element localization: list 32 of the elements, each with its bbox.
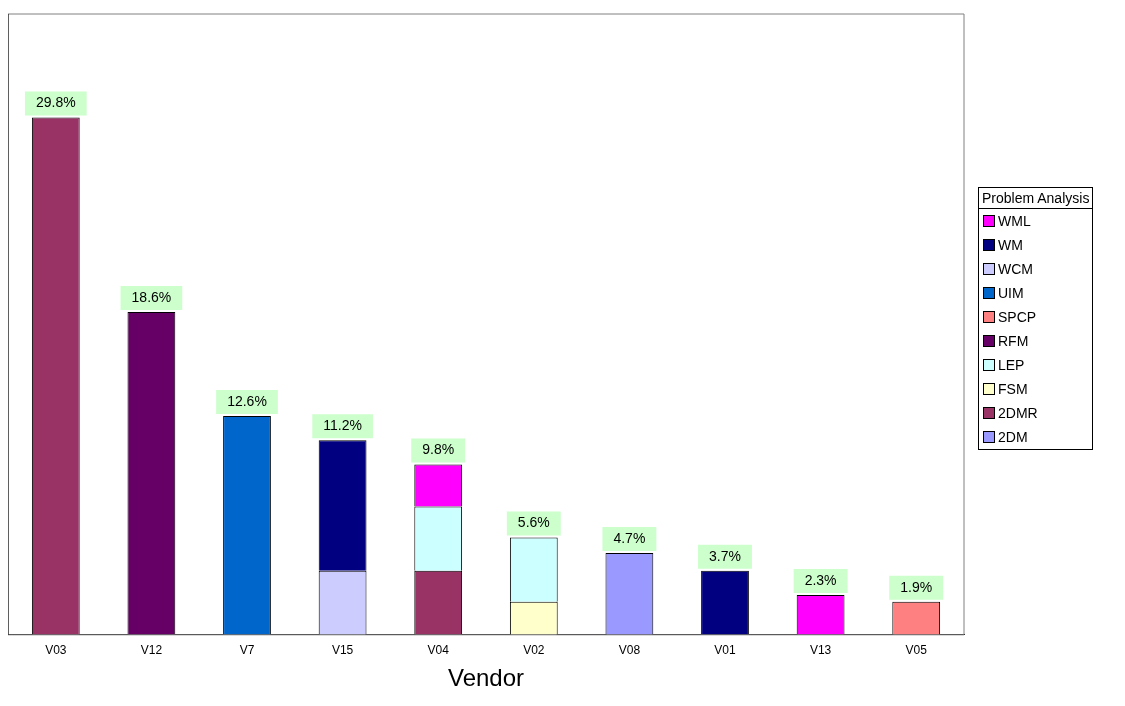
annotation: 11.2%	[323, 417, 362, 434]
legend-label: WML	[998, 212, 1031, 229]
x-tick-label: V03	[45, 643, 67, 658]
annotation: 12.6%	[227, 392, 267, 409]
x-tick-label: V13	[809, 643, 832, 658]
annotation: 29.8%	[35, 94, 76, 111]
legend-label: 2DMR	[998, 404, 1038, 421]
legend-title: Problem Analysis	[979, 187, 1093, 209]
annotation: 18.6%	[131, 288, 172, 305]
legend-label: UIM	[998, 284, 1024, 301]
annotation: 3.7%	[709, 547, 741, 564]
x-axis-title: Vendor	[447, 664, 525, 692]
annotation: 9.8%	[422, 441, 455, 458]
x-tick-label: V02	[523, 643, 545, 658]
x-tick-label: V08	[618, 643, 641, 658]
x-tick-label: V05	[905, 643, 928, 658]
x-tick-label: V04	[427, 643, 450, 658]
legend-label: WCM	[998, 260, 1033, 277]
legend-label: WM	[998, 236, 1023, 253]
annotation: 1.9%	[900, 578, 933, 595]
annotation: 4.7%	[613, 529, 646, 546]
annotation: 5.6%	[517, 514, 550, 531]
legend-label: RFM	[998, 332, 1029, 349]
legend-label: 2DM	[998, 428, 1028, 445]
x-tick-label: V01	[714, 643, 736, 658]
legend-label: FSM	[998, 380, 1028, 397]
x-tick-label: V15	[331, 643, 354, 658]
legend-label: LEP	[998, 356, 1025, 373]
x-tick-label: V7	[239, 643, 255, 658]
legend-label: SPCP	[998, 308, 1037, 325]
annotation: 2.3%	[804, 571, 837, 588]
x-tick-label: V12	[140, 643, 163, 658]
